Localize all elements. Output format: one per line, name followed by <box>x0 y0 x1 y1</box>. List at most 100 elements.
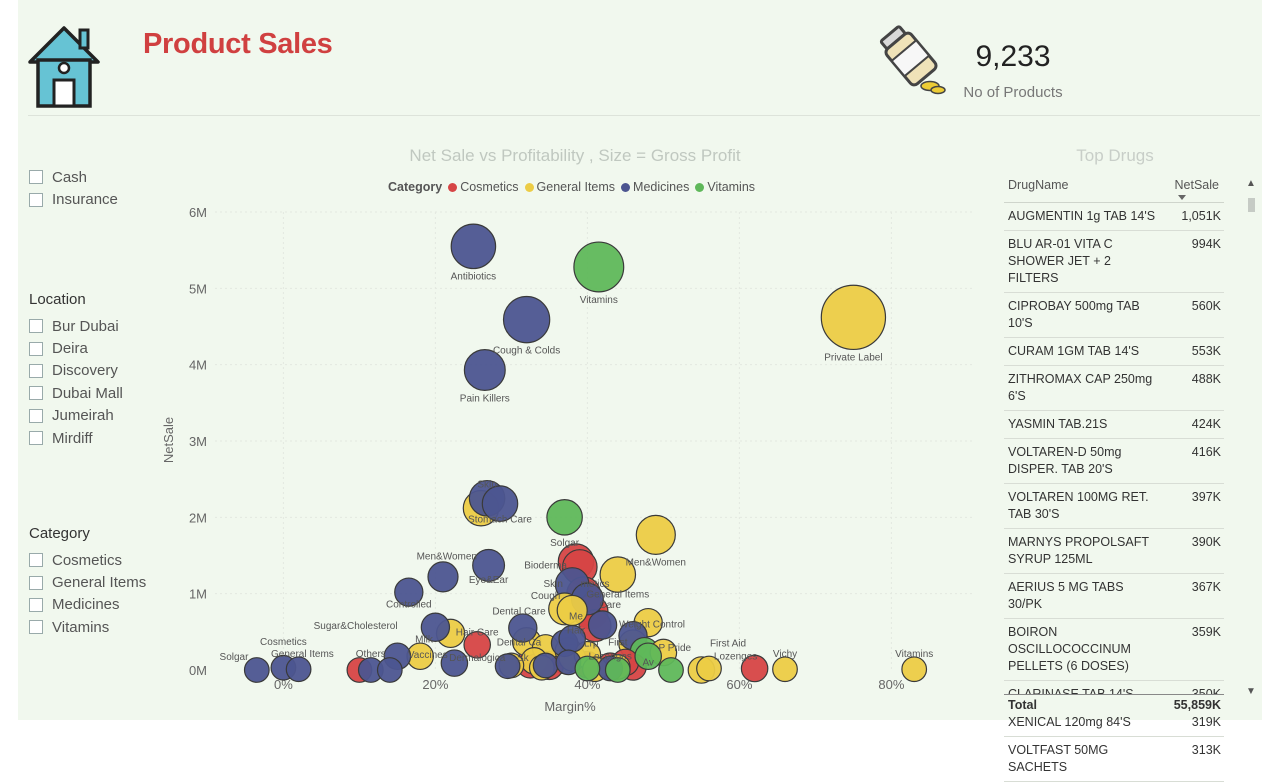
data-point-medicines[interactable] <box>376 657 403 683</box>
table-scrollbar[interactable]: ▲ ▼ <box>1246 178 1256 698</box>
slicer-item-general-items[interactable]: General Items <box>29 571 146 593</box>
column-header-drugname[interactable]: DrugName <box>1008 178 1069 192</box>
data-point-vitamins[interactable] <box>604 657 631 683</box>
scroll-up-icon[interactable]: ▲ <box>1246 178 1256 189</box>
legend-dot <box>524 182 534 192</box>
drug-name-cell: XENICAL 120mg 84'S <box>1008 715 1131 729</box>
data-label: Solgar <box>220 652 250 663</box>
slicer-item-vitamins[interactable]: Vitamins <box>29 616 146 638</box>
scroll-down-icon[interactable]: ▼ <box>1246 686 1256 697</box>
legend-label: General Items <box>536 180 616 194</box>
table-row[interactable]: BLU AR-01 VITA C SHOWER JET + 2 FILTERS 9… <box>1004 231 1224 293</box>
table-row[interactable]: AERIUS 5 MG TABS 30/PK 367K <box>1004 574 1224 619</box>
data-point-medicines[interactable] <box>472 548 506 582</box>
data-point-medicines[interactable] <box>427 561 459 593</box>
checkbox[interactable] <box>29 620 43 635</box>
checkbox[interactable] <box>29 319 43 334</box>
checkbox[interactable] <box>29 341 43 356</box>
chart-legend: Category Cosmetics General Items Medicin… <box>388 180 761 194</box>
data-point-medicines[interactable] <box>463 349 506 392</box>
data-label: Cough <box>531 591 560 602</box>
data-point-medicines[interactable] <box>394 577 424 607</box>
data-point-medicines[interactable] <box>481 485 519 522</box>
checkbox[interactable] <box>29 408 43 423</box>
data-point-medicines[interactable] <box>494 653 521 680</box>
data-label: Antibiotics <box>451 272 497 283</box>
data-label: Vichy <box>773 649 797 660</box>
slicer-item-medicines[interactable]: Medicines <box>29 594 146 616</box>
legend-item-general-items[interactable]: General Items <box>524 180 616 194</box>
total-value: 55,859K <box>1173 698 1221 712</box>
kpi-label: No of Products <box>963 84 1063 101</box>
checkbox[interactable] <box>29 192 43 207</box>
legend-item-vitamins[interactable]: Vitamins <box>695 180 755 194</box>
table-row[interactable]: AUGMENTIN 1g TAB 14'S 1,051K <box>1004 203 1224 231</box>
data-point-vitamins[interactable] <box>658 657 684 683</box>
checkbox[interactable] <box>29 553 43 568</box>
table-row[interactable]: VOLTFAST 50MG SACHETS 313K <box>1004 737 1224 782</box>
checkbox[interactable] <box>29 363 43 378</box>
data-label: General Items <box>586 589 649 600</box>
table-row[interactable]: CIPROBAY 500mg TAB 10'S 560K <box>1004 293 1224 338</box>
checkbox[interactable] <box>29 386 43 401</box>
data-point-vitamins[interactable] <box>573 241 625 293</box>
data-point-vitamins[interactable] <box>574 655 601 682</box>
y-tick-label: 6M <box>189 205 207 220</box>
legend-item-cosmetics[interactable]: Cosmetics <box>448 180 519 194</box>
checkbox[interactable] <box>29 170 43 185</box>
slicer-item-cash[interactable]: Cash <box>29 166 118 188</box>
data-point-cosmetics[interactable] <box>463 631 491 659</box>
netsale-cell: 560K <box>1191 299 1221 313</box>
data-label: First Aid <box>710 638 746 649</box>
data-point-general-items[interactable] <box>696 655 722 682</box>
data-point-general-items[interactable] <box>901 656 928 683</box>
table-row[interactable]: VOLTAREN-D 50mg DISPER. TAB 20'S 416K <box>1004 439 1224 484</box>
data-point-general-items[interactable] <box>772 656 798 683</box>
legend-item-medicines[interactable]: Medicines <box>621 180 689 194</box>
data-point-general-items[interactable] <box>820 284 887 351</box>
data-point-medicines[interactable] <box>532 652 559 679</box>
slicer-item-cosmetics[interactable]: Cosmetics <box>29 549 146 571</box>
data-point-general-items[interactable] <box>599 556 637 593</box>
slicer-item-insurance[interactable]: Insurance <box>29 188 118 210</box>
table-row[interactable]: CURAM 1GM TAB 14'S 553K <box>1004 338 1224 366</box>
slicer-item-label: General Items <box>52 574 147 592</box>
data-point-vitamins[interactable] <box>546 499 583 536</box>
table-row[interactable]: VOLTAREN 100MG RET. TAB 30'S 397K <box>1004 484 1224 529</box>
checkbox[interactable] <box>29 431 43 446</box>
house-icon[interactable] <box>24 22 104 112</box>
data-point-medicines[interactable] <box>450 223 497 270</box>
column-header-netsale[interactable]: NetSale <box>1175 178 1221 202</box>
data-point-vitamins[interactable] <box>634 642 662 671</box>
data-point-medicines[interactable] <box>587 610 618 640</box>
checkbox[interactable] <box>29 575 43 590</box>
data-label: Men&Women <box>417 551 477 562</box>
table-row[interactable]: ZITHROMAX CAP 250mg 6'S 488K <box>1004 366 1224 411</box>
data-point-medicines[interactable] <box>243 657 270 683</box>
data-point-cosmetics[interactable] <box>740 654 769 683</box>
slicer-item-bur-dubai[interactable]: Bur Dubai <box>29 315 123 337</box>
table-title: Top Drugs <box>1076 146 1154 165</box>
slicer-item-discovery[interactable]: Discovery <box>29 360 123 382</box>
checkbox[interactable] <box>29 597 43 612</box>
location-slicer: Location Bur Dubai Deira Discovery Dubai… <box>29 291 123 449</box>
data-point-medicines[interactable] <box>502 295 551 344</box>
table-row[interactable]: BOIRON OSCILLOCOCCINUM PELLETS (6 DOSES)… <box>1004 619 1224 681</box>
data-point-medicines[interactable] <box>508 613 538 643</box>
table-row[interactable]: MARNYS PROPOLSAFT SYRUP 125ML 390K <box>1004 529 1224 574</box>
data-point-medicines[interactable] <box>440 649 469 677</box>
data-point-medicines[interactable] <box>285 656 312 683</box>
table-row[interactable]: XENICAL 120mg 84'S 319K <box>1004 709 1224 737</box>
slicer-item-mirdiff[interactable]: Mirdiff <box>29 427 123 449</box>
slicer-item-dubai-mall[interactable]: Dubai Mall <box>29 382 123 404</box>
data-label: Bioderma <box>524 560 567 571</box>
slicer-item-jumeirah[interactable]: Jumeirah <box>29 405 123 427</box>
slicer-item-deira[interactable]: Deira <box>29 337 123 359</box>
data-point-medicines[interactable] <box>420 612 451 642</box>
table-row[interactable]: YASMIN TAB.21S 424K <box>1004 411 1224 439</box>
netsale-cell: 553K <box>1191 344 1221 358</box>
data-point-general-items[interactable] <box>635 514 676 555</box>
slicer-item-label: Cosmetics <box>52 551 123 569</box>
scroll-thumb[interactable] <box>1248 198 1255 212</box>
slicer-item-label: Dubai Mall <box>52 384 123 402</box>
